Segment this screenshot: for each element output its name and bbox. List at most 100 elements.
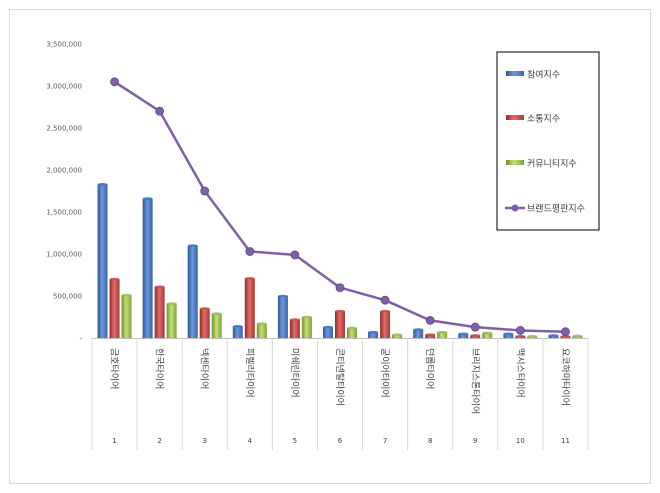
bar-top [380, 309, 391, 313]
line-point [425, 315, 435, 325]
legend-swatch-marker [511, 204, 519, 212]
bar-top [323, 325, 333, 329]
bar-top [347, 326, 357, 330]
category-label: 맥시스타이어 [514, 348, 525, 398]
line-point [470, 322, 480, 332]
bar [368, 332, 379, 338]
bar [425, 334, 436, 338]
bar-top [199, 307, 210, 310]
y-tick-label: 2,500,000 [46, 125, 82, 133]
category-label: 콘티넨탈타이어 [334, 348, 345, 406]
bar-top [392, 333, 403, 336]
rank-label: 1 [112, 437, 116, 445]
line-point [561, 327, 570, 337]
rank-label: 2 [157, 437, 161, 445]
legend-label: 브랜드평판지수 [527, 204, 585, 215]
bar [503, 333, 514, 338]
bar-top [142, 197, 153, 200]
bar-top [482, 331, 493, 335]
rank-label: 4 [248, 437, 253, 445]
bar [347, 327, 357, 338]
rank-label: 8 [428, 437, 432, 445]
bar-top [256, 322, 267, 326]
line-point [335, 283, 345, 293]
legend-swatch [506, 71, 524, 76]
bar-top [244, 277, 255, 280]
bar-top [470, 334, 481, 337]
y-tick-label: - [79, 335, 82, 343]
bar-top [425, 333, 436, 336]
bar [199, 308, 210, 338]
bar-top [413, 328, 424, 331]
bar [121, 295, 132, 338]
rank-label: 3 [202, 437, 206, 445]
bar-top [515, 335, 526, 338]
bar-top [335, 309, 345, 313]
rank-label: 7 [383, 437, 387, 445]
y-tick-label: 500,000 [53, 293, 82, 301]
bar-top [289, 318, 300, 321]
line-point [200, 186, 210, 196]
bar-top [503, 332, 514, 336]
bar [392, 334, 403, 338]
category-label: 던롭타이어 [424, 348, 435, 389]
y-tick-label: 1,500,000 [46, 209, 82, 217]
category-label: 한국타이어 [154, 348, 165, 389]
category-label: 피렐리타이어 [244, 348, 256, 398]
y-tick-label: 3,000,000 [46, 83, 82, 91]
bar-marks [97, 182, 583, 338]
bar-top [301, 315, 312, 319]
bar-top [572, 334, 583, 338]
category-label: 요코하마타이어 [559, 348, 570, 406]
line-point [380, 295, 390, 305]
legend-box [496, 51, 600, 231]
bar [97, 184, 108, 338]
bar-top [187, 244, 198, 247]
bar-top [527, 335, 538, 338]
bar-top [232, 324, 243, 328]
bar [335, 311, 345, 338]
bar-top [121, 293, 132, 297]
line-point [110, 77, 119, 87]
rank-label: 11 [561, 437, 570, 445]
category-label: 굳이어타이어 [379, 348, 390, 398]
line-point [155, 106, 165, 116]
bar [232, 326, 243, 338]
bar [256, 323, 267, 338]
bar-top [211, 312, 222, 315]
bar-top [458, 332, 469, 336]
bar-top [548, 334, 559, 337]
bar [323, 327, 333, 338]
bar [437, 332, 448, 338]
bar [413, 329, 424, 338]
bar [154, 286, 165, 338]
bar-top [368, 330, 379, 334]
y-tick-label: 2,000,000 [46, 167, 82, 175]
bar [301, 317, 312, 338]
axes: - 500,000 1,000,000 1,500,000 2,000,000 2,500… [46, 41, 589, 450]
bar-top [97, 182, 108, 186]
line-point [515, 326, 525, 335]
rank-label: 5 [293, 437, 297, 445]
bar [166, 303, 177, 338]
legend-label: 소통지수 [527, 114, 560, 125]
bar-top [154, 285, 165, 289]
bar [187, 245, 198, 338]
rank-label: 9 [473, 437, 477, 445]
line-point [245, 247, 255, 256]
bar-top [560, 335, 571, 338]
bar [277, 296, 288, 338]
line-point [290, 250, 300, 260]
bar [289, 319, 300, 338]
bar [244, 278, 255, 338]
bar [458, 333, 469, 338]
bar [109, 279, 120, 338]
y-tick-label: 1,000,000 [46, 251, 82, 259]
legend-label: 커뮤니티지수 [527, 159, 577, 170]
category-label: 넥센타이어 [199, 348, 210, 389]
legend-label: 참여지수 [527, 69, 560, 81]
bar [380, 311, 391, 338]
line-marks [110, 77, 570, 337]
